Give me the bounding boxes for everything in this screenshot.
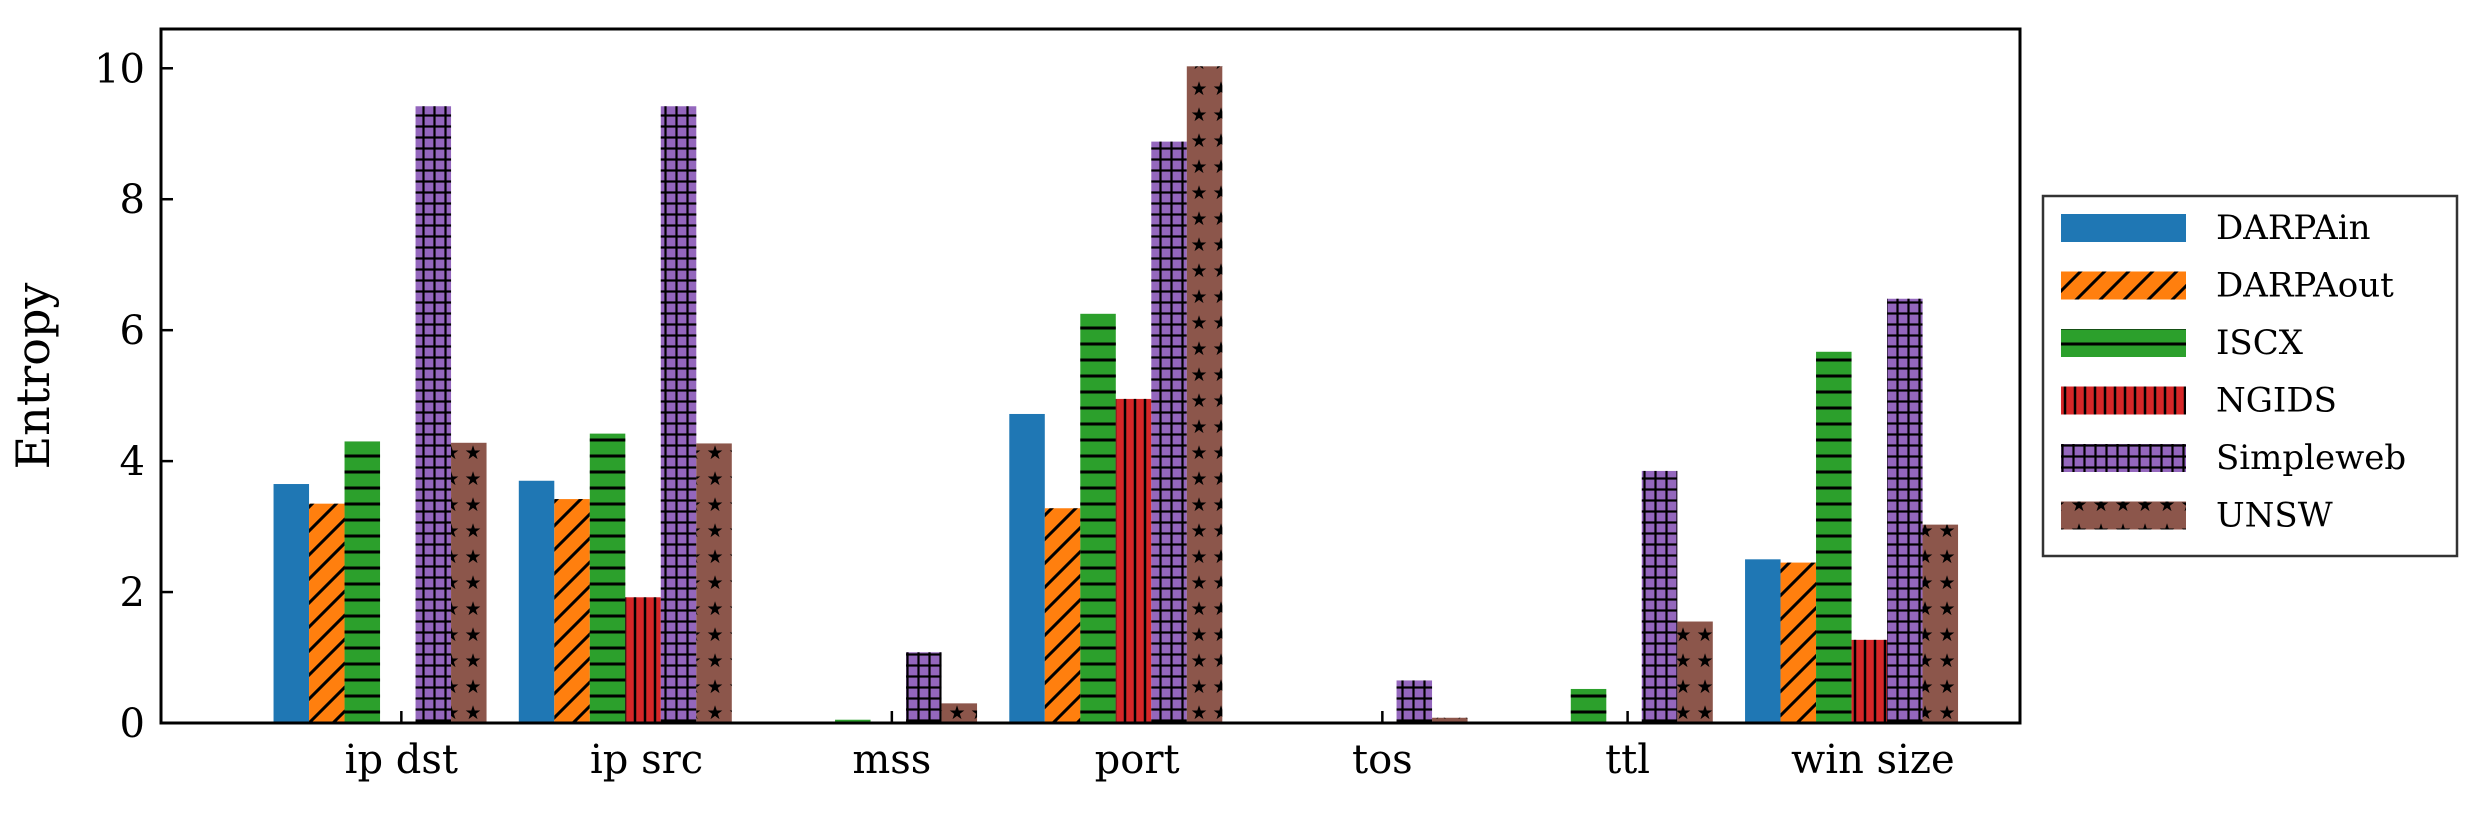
- y-tick-label: 8: [120, 177, 145, 223]
- bar-simpleweb-tos-hatch: [1396, 680, 1433, 723]
- bar-darpaout-port-hatch: [1044, 508, 1081, 723]
- y-axis: 0 2 4 6 8 10: [94, 46, 173, 747]
- bar-unsw-tos-hatch: [1432, 717, 1468, 723]
- bar-unsw-ip-src-hatch: [696, 443, 732, 723]
- x-axis: ip dst ip src mss port tos ttl win size: [345, 711, 1955, 783]
- bar-iscx-mss-hatch: [835, 719, 871, 723]
- bar-ngids-win-size-hatch: [1851, 639, 1888, 723]
- bar-darpain-win-size: [1745, 559, 1781, 723]
- plot-frame: [159, 27, 2022, 725]
- y-tick-label: 10: [94, 46, 145, 92]
- legend-darpaout-swatch-hatch: [2061, 271, 2186, 300]
- x-tick-label: mss: [852, 737, 931, 783]
- bar-darpaout-win-size-hatch: [1780, 562, 1817, 723]
- bar-unsw-mss-hatch: [941, 703, 978, 723]
- bar-darpain-ip-src: [518, 480, 555, 723]
- legend-simpleweb-label: Simpleweb: [2216, 438, 2406, 478]
- x-tick-label: tos: [1352, 737, 1413, 783]
- bar-ngids-port-hatch: [1115, 398, 1152, 723]
- bar-simpleweb-win-size-hatch: [1887, 298, 1923, 723]
- bar-unsw-ttl-hatch: [1677, 621, 1713, 723]
- legend-darpaout-label: DARPAout: [2216, 266, 2394, 306]
- legend-darpain-label: DARPAin: [2216, 208, 2371, 248]
- bar-ngids-ip-src-hatch: [625, 597, 661, 723]
- legend-simpleweb-swatch-hatch: [2061, 444, 2186, 472]
- x-tick-label: win size: [1791, 737, 1955, 783]
- bar-simpleweb-ip-dst-hatch: [415, 106, 452, 724]
- bar-simpleweb-port-hatch: [1151, 141, 1187, 723]
- legend-iscx-label: ISCX: [2216, 323, 2304, 363]
- bar-unsw-ip-dst-hatch: [451, 442, 487, 723]
- bar-iscx-ip-dst-hatch: [344, 441, 381, 723]
- bar-darpaout-ip-src-hatch: [554, 499, 590, 723]
- legend-ngids-swatch-hatch: [2061, 386, 2186, 415]
- bar-iscx-win-size-hatch: [1816, 351, 1852, 723]
- x-tick-label: ip dst: [345, 737, 458, 783]
- bar-darpain-port: [1009, 413, 1045, 723]
- legend-iscx-swatch-hatch: [2061, 329, 2186, 357]
- bar-darpain-ip-dst: [273, 484, 310, 723]
- y-tick-label: 6: [120, 308, 145, 354]
- bar-iscx-ttl-hatch: [1570, 688, 1607, 723]
- bars: [273, 66, 1959, 724]
- y-axis-label: Entropy: [6, 283, 60, 470]
- legend-darpain-swatch: [2061, 214, 2186, 242]
- legend-unsw-swatch-hatch: [2061, 501, 2186, 530]
- bar-iscx-ip-src-hatch: [589, 433, 626, 723]
- bar-unsw-win-size-hatch: [1922, 524, 1959, 723]
- bar-simpleweb-ip-src-hatch: [660, 106, 697, 724]
- x-tick-label: ttl: [1605, 737, 1650, 783]
- y-tick-label: 2: [120, 570, 145, 616]
- bar-simpleweb-mss-hatch: [906, 652, 942, 723]
- bar-unsw-port-hatch: [1186, 66, 1223, 724]
- y-tick-label: 0: [120, 701, 145, 747]
- legend-box: [2041, 194, 2459, 558]
- bar-iscx-port-hatch: [1080, 313, 1116, 723]
- legend: DARPAin DARPAout ISCX NGIDS Simpleweb UNSW: [2041, 194, 2459, 558]
- x-tick-label: ip src: [590, 737, 703, 783]
- legend-unsw-label: UNSW: [2216, 496, 2333, 536]
- y-tick-label: 4: [120, 439, 145, 485]
- legend-ngids-label: NGIDS: [2216, 381, 2337, 421]
- bar-simpleweb-ttl-hatch: [1641, 470, 1678, 723]
- bar-darpaout-ip-dst-hatch: [309, 503, 345, 723]
- x-tick-label: port: [1095, 737, 1180, 783]
